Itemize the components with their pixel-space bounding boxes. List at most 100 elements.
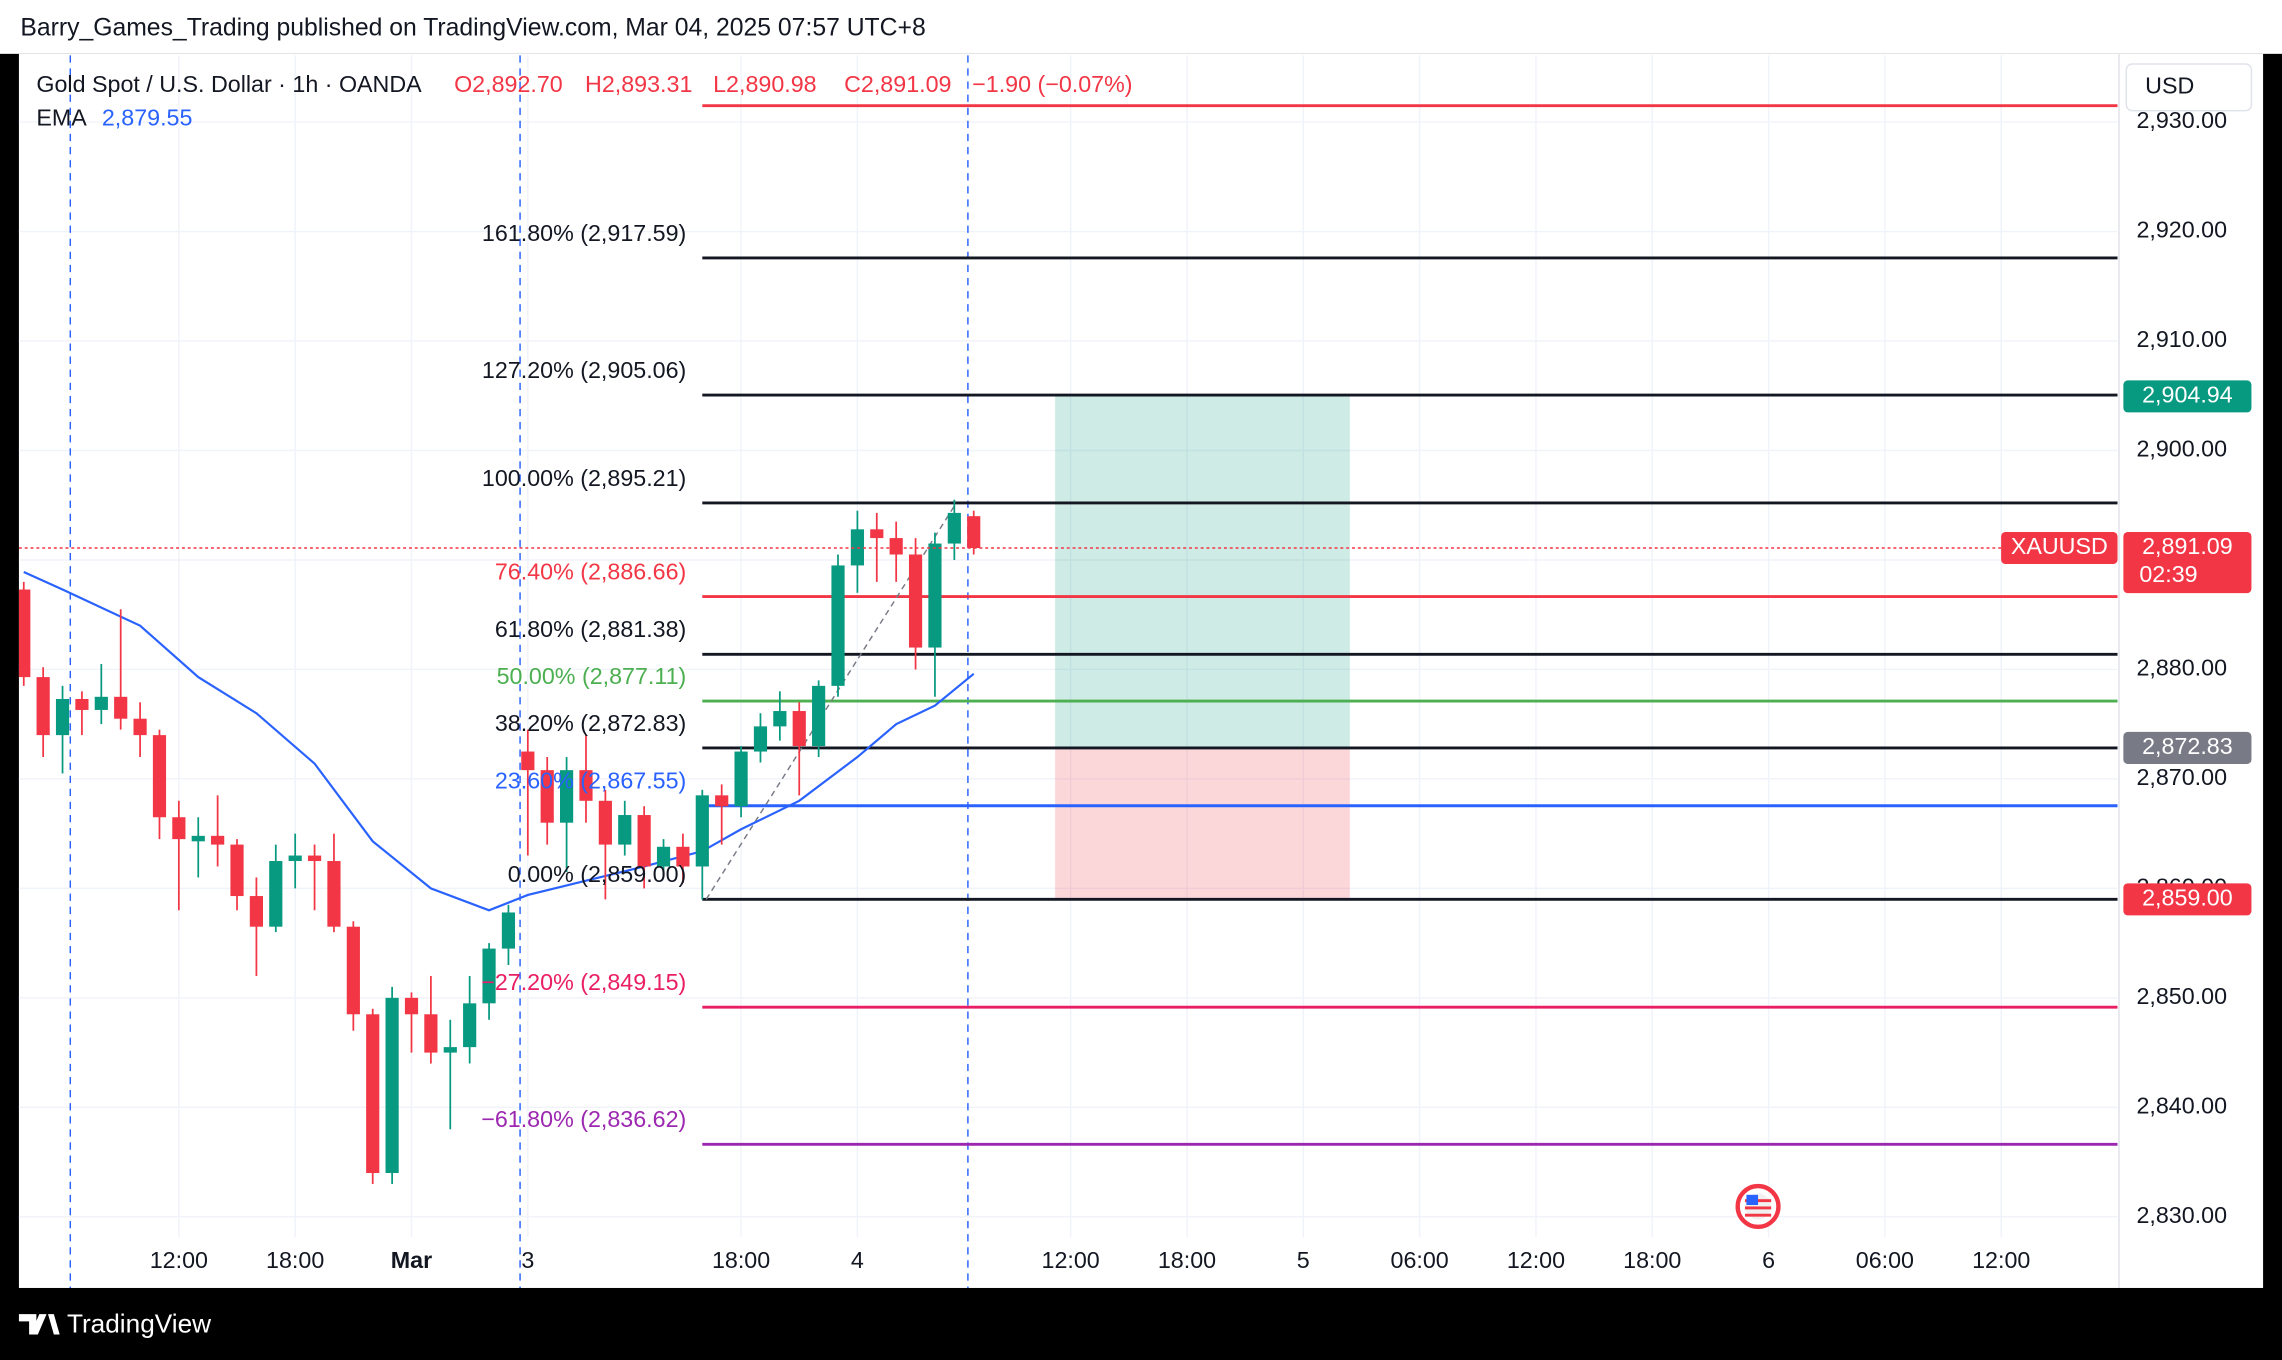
candle-body xyxy=(36,677,50,736)
x-tick-label: 12:00 xyxy=(150,1247,208,1273)
candle-body xyxy=(715,795,729,807)
candle-body xyxy=(967,516,981,549)
candle-body xyxy=(521,751,535,771)
header-bar xyxy=(0,0,2282,54)
candle-body xyxy=(327,861,341,927)
y-tick-label: 2,880.00 xyxy=(2136,655,2227,681)
candle-body xyxy=(346,926,360,1015)
candle-body xyxy=(55,699,70,736)
brand: TradingView xyxy=(67,1309,211,1339)
candle-body xyxy=(618,815,632,845)
candle-body xyxy=(812,685,826,747)
ohlc-legend: H2,893.31 xyxy=(585,71,692,97)
currency[interactable]: USD xyxy=(2145,72,2194,98)
y-tick-label: 2,840.00 xyxy=(2136,1092,2227,1118)
candle-body xyxy=(889,538,903,555)
candle-body xyxy=(307,855,322,862)
candle-body xyxy=(94,696,108,710)
candle-body xyxy=(579,770,593,801)
candle-body xyxy=(928,543,942,648)
ohlc-legend: C2,891.09 xyxy=(844,71,951,97)
x-tick-label: 12:00 xyxy=(1042,1247,1100,1273)
entry-badge-bg xyxy=(2123,731,2252,764)
fib-label: 50.00% (2,877.11) xyxy=(497,663,687,689)
candle-body xyxy=(501,912,516,949)
candle-body xyxy=(269,861,283,927)
last-price: 2,891.09 xyxy=(2142,533,2233,559)
ohlc-legend: O2,892.70 xyxy=(454,71,563,97)
profit-zone xyxy=(1055,396,1350,748)
legend-value: 2,879.55 xyxy=(102,104,193,130)
x-tick-label: 06:00 xyxy=(1391,1247,1449,1273)
candle-body xyxy=(75,699,89,710)
x-tick-label: 5 xyxy=(1297,1247,1310,1273)
ohlc-legend: −1.90 (−0.07%) xyxy=(972,71,1132,97)
candle-body xyxy=(249,896,263,927)
stop-badge-bg xyxy=(2123,883,2252,916)
candle-body xyxy=(18,589,31,678)
y-tick-label: 2,900.00 xyxy=(2136,436,2227,462)
attribution: Barry_Games_Trading published on Trading… xyxy=(20,15,925,42)
loss-zone xyxy=(1055,747,1350,900)
candle-body xyxy=(695,795,709,867)
candle-body xyxy=(230,844,244,897)
fib-label: −27.20% (2,849.15) xyxy=(481,969,686,995)
x-tick-label: 18:00 xyxy=(1158,1247,1216,1273)
last-price-bg xyxy=(2123,532,2252,594)
x-tick-label: 06:00 xyxy=(1856,1247,1914,1273)
candle-body xyxy=(773,711,787,727)
fib-label: 127.20% (2,905.06) xyxy=(482,357,686,383)
fib-label: 161.80% (2,917.59) xyxy=(482,220,686,246)
brand-logo xyxy=(18,1314,60,1335)
candle-body xyxy=(443,1047,457,1053)
x-tick-label: 6 xyxy=(1762,1247,1775,1273)
fib-label: 100.00% (2,895.21) xyxy=(482,465,686,491)
candle-body xyxy=(152,735,167,818)
candle-body xyxy=(753,726,768,752)
x-tick-label: Mar xyxy=(391,1247,432,1273)
event-flag[interactable] xyxy=(1735,1183,1781,1230)
candle-body xyxy=(540,770,554,823)
y-tick-label: 2,920.00 xyxy=(2136,217,2227,243)
candle-body xyxy=(870,529,884,539)
candle-body xyxy=(133,718,147,736)
candle-body xyxy=(211,835,225,845)
candle-body xyxy=(424,1014,438,1053)
candle-body xyxy=(947,512,961,544)
candle-body xyxy=(366,1014,380,1174)
x-tick-label: 18:00 xyxy=(712,1247,770,1273)
plot xyxy=(18,55,2118,1288)
ema-line xyxy=(23,571,975,912)
symbol-badge-bg xyxy=(2001,532,2118,565)
x-tick-label: 3 xyxy=(521,1247,534,1273)
ohlc-legend: L2,890.98 xyxy=(713,71,817,97)
target-badge: 2,904.94 xyxy=(2142,382,2233,408)
candle-body xyxy=(404,997,419,1015)
x-tick-label: 18:00 xyxy=(266,1247,324,1273)
x-tick-label: 18:00 xyxy=(1623,1247,1681,1273)
fib-label: 0.00% (2,859.00) xyxy=(508,861,687,887)
candle-body xyxy=(385,997,399,1174)
currency-button[interactable] xyxy=(2125,63,2253,112)
y-tick-label: 2,870.00 xyxy=(2136,764,2227,790)
y-tick-label: 2,850.00 xyxy=(2136,983,2227,1009)
fib-label: 23.60% (2,867.55) xyxy=(495,768,686,794)
candle-body xyxy=(191,835,205,842)
y-tick-label: 2,910.00 xyxy=(2136,326,2227,352)
candle-body xyxy=(172,817,186,840)
candle-body xyxy=(637,815,651,867)
chart-title: Gold Spot / U.S. Dollar · 1h · OANDA xyxy=(36,71,422,97)
fib-label: −61.80% (2,836.62) xyxy=(481,1106,686,1132)
legend-name: EMA xyxy=(36,104,87,130)
candle-body xyxy=(114,696,128,719)
candle-body xyxy=(908,554,923,648)
fib-label: 76.40% (2,886.66) xyxy=(495,558,686,584)
candle-body xyxy=(482,948,496,1004)
y-tick-label: 2,830.00 xyxy=(2136,1202,2227,1228)
x-tick-label: 12:00 xyxy=(1507,1247,1565,1273)
candle-body xyxy=(656,846,671,867)
candle-body xyxy=(676,846,690,867)
candle-body xyxy=(560,770,574,823)
countdown: 02:39 xyxy=(2139,561,2197,587)
